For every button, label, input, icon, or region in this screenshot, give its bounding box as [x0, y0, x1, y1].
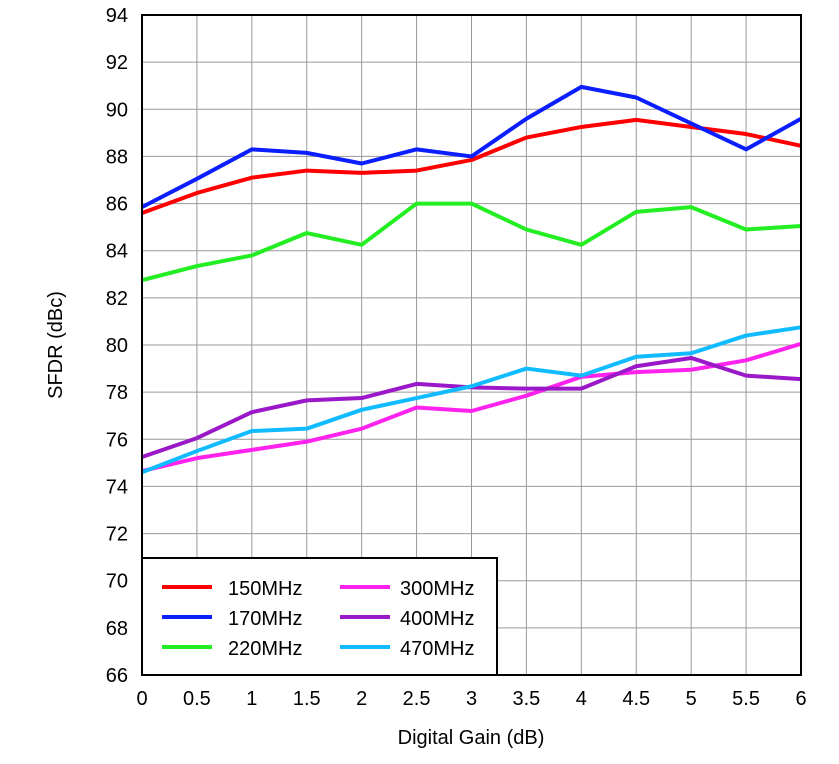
x-tick-label: 4.5 [622, 688, 650, 710]
series-line-170MHz [141, 84, 802, 209]
y-tick-label: 88 [106, 146, 128, 168]
legend-label: 170MHz [228, 608, 302, 630]
y-tick-label: 84 [106, 241, 128, 263]
y-tick-label: 74 [106, 476, 128, 498]
legend-box [141, 557, 498, 676]
x-tick-label: 5.5 [732, 688, 760, 710]
y-tick-label: 78 [106, 382, 128, 404]
y-tick-label: 94 [106, 5, 128, 27]
y-tick-label: 66 [106, 665, 128, 687]
y-tick-label: 76 [106, 429, 128, 451]
x-tick-label: 3 [466, 688, 477, 710]
x-tick-label: 1.5 [293, 688, 321, 710]
legend-label: 400MHz [400, 608, 474, 630]
y-axis-label: SFDR (dBc) [45, 291, 67, 399]
legend-label: 300MHz [400, 578, 474, 600]
x-tick-label: 3.5 [513, 688, 541, 710]
y-tick-label: 70 [106, 571, 128, 593]
legend-label: 150MHz [228, 578, 302, 600]
x-tick-label: 2 [356, 688, 367, 710]
y-tick-label: 72 [106, 524, 128, 546]
legend-label: 220MHz [228, 638, 302, 660]
series-line-300MHz [141, 341, 802, 474]
x-tick-label: 2.5 [403, 688, 431, 710]
y-tick-label: 86 [106, 194, 128, 216]
series-line-150MHz [141, 117, 802, 215]
legend: 150MHz 170MHz 220MHz 300MHz 400MHz 470MHz [141, 557, 498, 676]
series-line-470MHz [141, 325, 802, 475]
y-tick-label: 82 [106, 288, 128, 310]
y-tick-labels: 66 68 70 72 74 76 78 80 82 84 86 88 90 92 94 [106, 5, 128, 687]
series-lines [141, 84, 802, 475]
x-tick-label: 1 [246, 688, 257, 710]
legend-label: 470MHz [400, 638, 474, 660]
y-tick-label: 90 [106, 99, 128, 121]
y-tick-label: 92 [106, 52, 128, 74]
y-tick-label: 68 [106, 618, 128, 640]
x-tick-label: 0 [136, 688, 147, 710]
x-tick-label: 5 [686, 688, 697, 710]
y-tick-label: 80 [106, 335, 128, 357]
series-line-220MHz [141, 201, 802, 283]
x-tick-label: 4 [576, 688, 587, 710]
x-axis-label: Digital Gain (dB) [398, 727, 545, 749]
x-tick-label: 6 [795, 688, 806, 710]
x-tick-label: 0.5 [183, 688, 211, 710]
x-tick-labels: 0 0.5 1 1.5 2 2.5 3 3.5 4 4.5 5 5.5 6 [136, 688, 806, 710]
